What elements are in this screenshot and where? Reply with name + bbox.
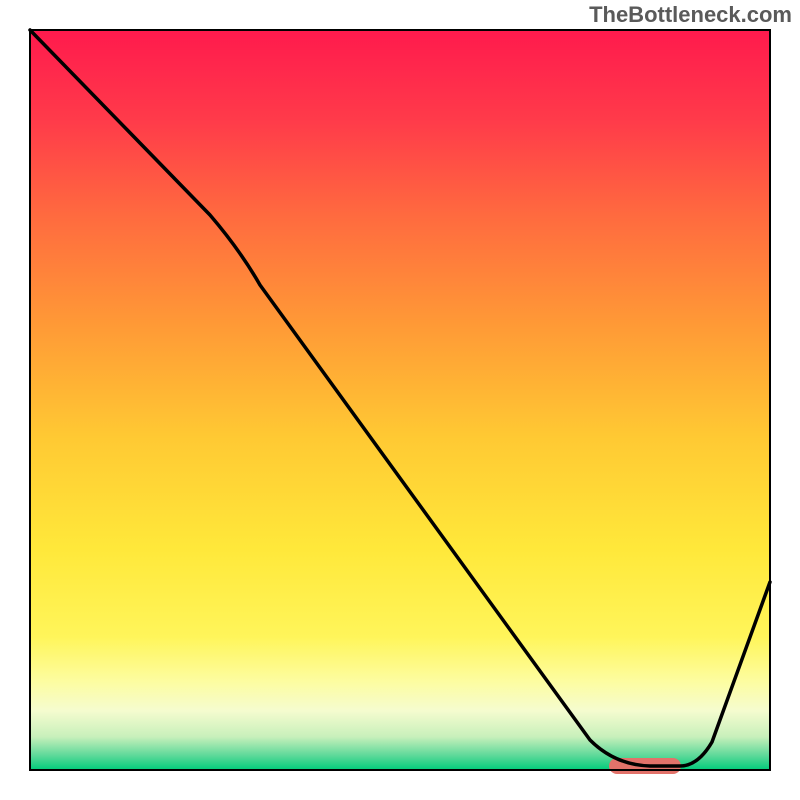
bottleneck-chart	[0, 0, 800, 800]
plot-background-gradient	[30, 30, 770, 770]
watermark-text: TheBottleneck.com	[589, 2, 792, 28]
chart-container: TheBottleneck.com	[0, 0, 800, 800]
